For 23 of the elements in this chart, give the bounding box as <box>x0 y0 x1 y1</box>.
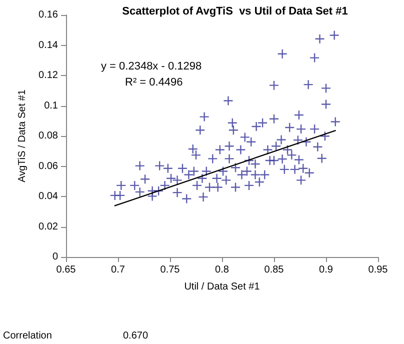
x-axis-title: Util / Data Set #1 <box>184 282 260 292</box>
y-tick-label: 0.12 <box>38 70 58 81</box>
y-tick-label: 0.1 <box>44 100 58 112</box>
x-tick-label: 0.85 <box>264 264 284 276</box>
x-tick-label: 0.7 <box>111 264 126 276</box>
text: Correlation <box>3 330 52 342</box>
x-tick-label: 0.75 <box>160 264 180 276</box>
y-tick-label: 0.08 <box>38 130 58 142</box>
y-axis-title: AvgTiS / Data Set #1 <box>17 89 28 182</box>
x-tick-label: 0.65 <box>56 264 76 276</box>
annotation: y = 0.2348x - 0.1298 <box>101 60 202 72</box>
y-tick-label: 0.02 <box>38 221 58 232</box>
x-tick-label: 0.9 <box>319 264 334 276</box>
annotation: R² = 0.4496 <box>125 76 183 88</box>
y-tick-label: 0.06 <box>38 160 58 172</box>
y-tick-label: 0.14 <box>38 40 58 51</box>
x-tick-label: 0.95 <box>368 264 388 276</box>
y-tick-label: 0 <box>52 252 58 262</box>
text: 0.670 <box>123 330 148 342</box>
x-tick-label: 0.8 <box>215 264 230 276</box>
chart-title: Scatterplot of AvgTiS vs Util of Data Set #1 <box>122 6 348 18</box>
y-tick-label: 0.16 <box>38 10 58 20</box>
y-tick-label: 0.04 <box>38 191 58 202</box>
